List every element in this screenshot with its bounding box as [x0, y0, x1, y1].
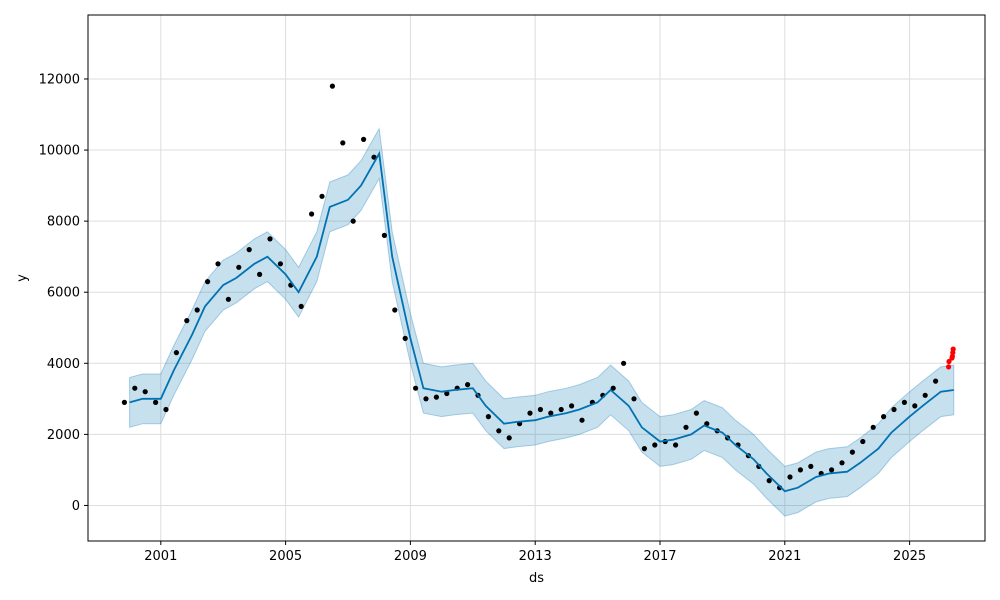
actual-point	[610, 385, 616, 391]
x-tick-label: 2009	[394, 549, 427, 564]
actual-point	[933, 378, 939, 384]
actual-point	[163, 406, 169, 413]
actual-point	[548, 410, 554, 416]
actual-point	[309, 211, 315, 217]
actual-point	[267, 236, 273, 242]
actual-point	[194, 307, 200, 313]
actual-point	[236, 264, 242, 270]
actual-point	[153, 399, 159, 405]
actual-point	[901, 399, 908, 405]
actual-point	[319, 193, 325, 199]
actual-point	[444, 390, 450, 397]
grid-lines	[88, 15, 985, 541]
actual-point	[392, 307, 398, 313]
actual-point	[579, 417, 585, 423]
actual-point	[496, 428, 502, 434]
x-tick-label: 2017	[643, 549, 676, 564]
actual-point	[693, 410, 700, 416]
actual-point	[205, 279, 211, 285]
y-tick-label: 8000	[47, 215, 80, 230]
actual-point	[413, 385, 419, 391]
recent-point	[946, 364, 952, 370]
actual-point	[621, 360, 627, 366]
x-tick-label: 2013	[519, 549, 552, 564]
x-axis-label: ds	[529, 571, 544, 586]
actual-point	[808, 463, 814, 469]
actual-point	[673, 442, 679, 448]
actual-point	[870, 424, 876, 430]
actual-point	[891, 406, 897, 413]
actual-point	[381, 232, 387, 238]
forecast-line	[129, 150, 954, 493]
actual-point	[506, 435, 512, 441]
actual-point	[797, 467, 804, 473]
actual-point	[184, 318, 190, 324]
actual-point	[402, 335, 408, 341]
actual-point	[121, 399, 127, 405]
y-tick-label: 4000	[47, 357, 80, 372]
actual-point	[537, 406, 544, 413]
axis-ticks: 2001 2005 2009 2013 2017 2021 2025 0 2000 4000 600…	[39, 72, 927, 564]
actual-point	[215, 261, 221, 267]
actual-point	[225, 296, 231, 302]
actual-point	[465, 382, 471, 388]
actual-point	[298, 303, 304, 309]
actual-point	[485, 414, 491, 420]
actual-point	[766, 478, 772, 484]
y-tick-label: 0	[72, 499, 80, 514]
actual-point	[912, 403, 918, 409]
y-tick-label: 2000	[47, 428, 80, 443]
actual-point	[329, 83, 335, 89]
actual-point	[860, 438, 866, 445]
actual-point	[527, 410, 533, 416]
actual-point	[132, 385, 138, 391]
recent-points-layer	[946, 346, 956, 370]
actual-point	[257, 271, 263, 277]
actual-point	[631, 396, 637, 402]
y-axis-label: y	[15, 274, 30, 282]
uncertainty-band-layer	[129, 127, 955, 517]
x-tick-label: 2021	[768, 549, 801, 564]
actual-point	[683, 424, 689, 430]
x-tick-label: 2025	[893, 549, 926, 564]
actual-point	[371, 154, 377, 160]
actual-point	[829, 467, 835, 473]
actual-point	[361, 136, 367, 142]
actual-point	[433, 394, 439, 400]
x-tick-label: 2001	[144, 549, 177, 564]
actual-point	[340, 140, 346, 146]
actual-point	[641, 446, 648, 452]
actual-point	[652, 442, 658, 448]
y-tick-label: 6000	[47, 286, 80, 301]
actual-point	[246, 247, 252, 253]
actual-point	[569, 403, 575, 409]
y-tick-label: 12000	[39, 72, 80, 87]
actual-point	[142, 389, 148, 395]
actual-point	[704, 421, 710, 427]
recent-point	[950, 346, 956, 352]
actual-points-layer	[121, 83, 939, 491]
actual-point	[849, 449, 856, 455]
actual-point	[350, 218, 356, 224]
recent-point	[946, 358, 952, 365]
actual-point	[558, 406, 564, 413]
y-tick-label: 10000	[39, 144, 80, 159]
actual-point	[423, 396, 429, 402]
actual-point	[173, 350, 179, 356]
actual-point	[881, 414, 887, 420]
uncertainty-band	[129, 127, 955, 517]
actual-point	[839, 460, 845, 466]
forecast-line-layer	[129, 150, 954, 493]
actual-point	[922, 392, 928, 398]
actual-point	[277, 261, 283, 267]
actual-point	[787, 474, 793, 480]
x-tick-label: 2005	[269, 549, 302, 564]
plot-frame	[87, 14, 986, 542]
